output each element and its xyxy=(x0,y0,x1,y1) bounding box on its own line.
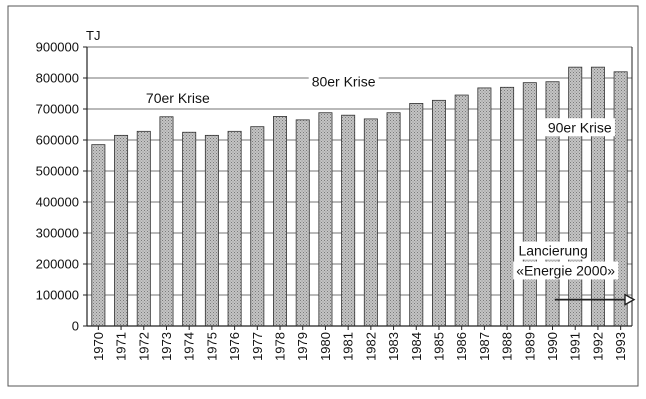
x-tick-label: 1990 xyxy=(545,332,560,361)
x-tick-label: 1975 xyxy=(204,332,219,361)
bar-1991 xyxy=(568,66,583,327)
arrow-head xyxy=(624,293,636,306)
bar-1972 xyxy=(136,130,151,327)
x-tick-label: 1979 xyxy=(295,332,310,361)
bar-1984 xyxy=(409,103,424,327)
y-tick-label: 500000 xyxy=(36,164,79,179)
annotation-lancierung: Lancierung xyxy=(518,243,587,259)
x-tick-label: 1991 xyxy=(568,332,583,361)
bar-1970 xyxy=(91,144,106,327)
annotation-70er-krise-background xyxy=(142,88,213,107)
annotation-lancierung-background xyxy=(515,241,591,260)
bar-1983 xyxy=(386,112,401,327)
bar-1988 xyxy=(500,86,515,327)
annotation-energie-2000-background xyxy=(513,261,619,280)
bar-1973 xyxy=(159,116,174,327)
x-tick-label: 1992 xyxy=(590,332,605,361)
bar-1981 xyxy=(341,114,356,327)
y-tick-label: 200000 xyxy=(36,257,79,272)
y-tick-label: 700000 xyxy=(36,102,79,117)
annotation-energie-2000: «Energie 2000» xyxy=(516,262,615,278)
grid-lines xyxy=(87,46,632,296)
bar-1971 xyxy=(114,134,129,327)
bar-1980 xyxy=(318,112,333,327)
x-tick-label: 1972 xyxy=(136,332,151,361)
bar-1976 xyxy=(227,130,242,327)
bar-1993 xyxy=(613,71,628,327)
x-tick-label: 1980 xyxy=(318,332,333,361)
x-tick-label: 1983 xyxy=(386,332,401,361)
x-tick-label: 1971 xyxy=(114,332,129,361)
y-tick-label: 300000 xyxy=(36,226,79,241)
annotation-70er-krise: 70er Krise xyxy=(146,90,210,106)
x-tick-label: 1970 xyxy=(91,332,106,361)
x-tick-label: 1982 xyxy=(363,332,378,361)
bar-1977 xyxy=(250,126,265,327)
y-tick-label: 600000 xyxy=(36,133,79,148)
bar-1974 xyxy=(182,131,197,327)
x-tick-label: 1988 xyxy=(500,332,515,361)
axes xyxy=(86,47,633,327)
x-tick-label: 1987 xyxy=(477,332,492,361)
bar-1982 xyxy=(363,118,378,327)
x-tick-label: 1973 xyxy=(159,332,174,361)
annotations: 70er Krise 80er Krise 90er Krise Lancierung… xyxy=(142,72,636,306)
x-tick-label: 1974 xyxy=(182,332,197,361)
y-axis-unit-label: TJ xyxy=(86,28,100,43)
x-tick-label: 1978 xyxy=(273,332,288,361)
bar-1992 xyxy=(590,66,605,327)
x-tick-label: 1981 xyxy=(341,332,356,361)
y-tick-label: 100000 xyxy=(36,288,79,303)
bar-1975 xyxy=(204,134,219,327)
y-tick-label: 0 xyxy=(72,319,79,334)
bar-1986 xyxy=(454,94,469,327)
x-tick-label: 1976 xyxy=(227,332,242,361)
y-tick-labels: 0 100000 200000 300000 400000 500000 600000 700… xyxy=(36,40,87,334)
y-tick-label: 900000 xyxy=(36,40,79,55)
bar-1978 xyxy=(273,116,288,327)
bar-1987 xyxy=(477,87,492,327)
annotation-80er-krise: 80er Krise xyxy=(312,74,376,90)
x-tick-label: 1989 xyxy=(522,332,537,361)
annotation-90er-krise: 90er Krise xyxy=(548,119,612,135)
x-tick-label: 1986 xyxy=(454,332,469,361)
annotation-80er-krise-background xyxy=(308,72,379,91)
x-tick-label: 1985 xyxy=(431,332,446,361)
x-tick-label: 1984 xyxy=(409,332,424,361)
x-tick-label: 1993 xyxy=(613,332,628,361)
bar-1985 xyxy=(431,99,446,327)
y-tick-label: 400000 xyxy=(36,195,79,210)
bar-1989 xyxy=(522,82,537,327)
annotation-90er-krise-background xyxy=(544,118,615,137)
y-tick-label: 800000 xyxy=(36,71,79,86)
bar-1979 xyxy=(295,119,310,327)
x-tick-label: 1977 xyxy=(250,332,265,361)
x-tick-labels: 1970 1971 1972 1973 1974 1975 1976 1977 1978 1979… xyxy=(91,326,628,361)
